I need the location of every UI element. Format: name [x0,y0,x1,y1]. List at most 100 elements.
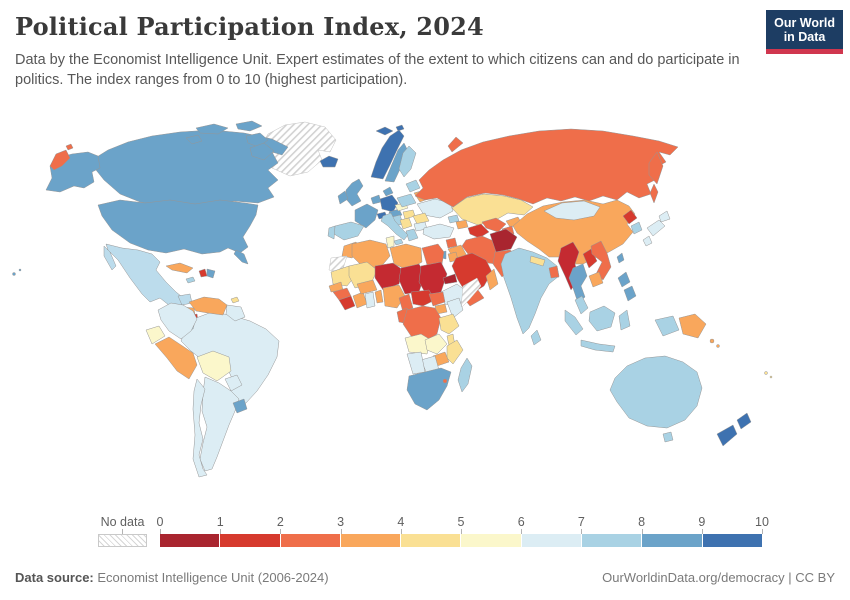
map-region-argentina[interactable] [199,376,240,472]
map-region-taiwan[interactable] [616,252,625,264]
map-region-australia[interactable] [609,355,703,443]
map-region-turkmenistan[interactable] [467,223,490,239]
map-region-chile[interactable] [192,378,208,478]
map-region-eritrea[interactable] [442,273,458,285]
legend-bin [400,534,461,547]
map-region-algeria[interactable] [351,239,391,269]
map-region-ecuador[interactable] [145,325,166,345]
map-region-baltics[interactable] [405,179,421,193]
legend-bin [641,534,702,547]
legend-tick-mark [581,529,583,534]
map-region-canada[interactable] [91,120,289,207]
map-region-oman[interactable] [485,268,499,291]
map-region-bangladesh[interactable] [548,265,560,279]
map-region-dominican-republic[interactable] [206,268,216,279]
map-region-russia[interactable] [49,128,679,208]
map-region-japan[interactable] [642,210,671,247]
map-region-poland[interactable] [396,193,417,208]
map-region-mozambique[interactable] [446,339,464,365]
map-region-drc[interactable] [402,305,442,343]
map-region-eswatini[interactable] [442,378,448,384]
map-region-burkina-faso[interactable] [356,279,378,295]
map-region-mexico[interactable] [103,243,193,309]
map-region-cuba[interactable] [165,262,194,274]
map-region-denmark[interactable] [382,186,394,197]
owid-logo-line1: Our World [774,16,835,30]
map-region-uzbekistan[interactable] [481,217,507,233]
map-region-united-kingdom[interactable] [345,178,364,207]
map-region-south-korea[interactable] [630,221,643,235]
map-region-cambodia[interactable] [588,271,604,288]
map-region-solomon-islands[interactable] [709,338,720,348]
map-region-nepal[interactable] [529,255,546,267]
map-region-iceland[interactable] [319,155,339,168]
map-region-netherlands[interactable] [370,194,382,205]
map-region-niger[interactable] [374,262,404,291]
data-source-label: Data source: [15,570,94,585]
map-region-new-zealand[interactable] [716,412,752,447]
map-region-papua-new-guinea[interactable] [678,313,707,339]
map-region-jamaica[interactable] [185,276,196,284]
chart-footer: Data source: Economist Intelligence Unit… [15,570,835,585]
map-region-philippines[interactable] [617,271,637,302]
map-region-thailand[interactable] [568,263,588,304]
map-region-germany[interactable] [379,194,399,213]
map-region-france[interactable] [354,203,379,229]
map-region-fiji[interactable] [764,371,773,379]
map-region-cameroon[interactable] [398,293,414,313]
map-region-namibia[interactable] [406,351,426,375]
legend-tick-mark [280,529,282,534]
world-choropleth-map [12,120,773,478]
map-region-venezuela[interactable] [188,296,228,316]
legend-bin [279,534,340,547]
map-region-norway[interactable] [370,124,405,180]
map-region-serbia[interactable] [399,217,413,230]
map-region-malaysia[interactable] [574,295,589,315]
map-region-hungary[interactable] [402,209,416,220]
map-region-kazakhstan[interactable] [451,193,534,226]
map-region-sierra-leone[interactable] [338,295,356,311]
map-region-sweden[interactable] [384,142,409,183]
map-region-indonesia[interactable] [564,305,680,353]
map-region-bolivia[interactable] [196,350,232,382]
map-region-peru[interactable] [154,336,198,380]
map-region-haiti[interactable] [198,268,208,278]
map-region-madagascar[interactable] [457,357,473,393]
map-region-tunisia[interactable] [385,235,395,249]
map-region-uruguay[interactable] [232,398,248,414]
map-region-trinidad[interactable] [230,296,240,304]
map-region-south-africa[interactable] [406,367,452,411]
map-region-laos[interactable] [582,248,598,269]
map-region-romania[interactable] [412,212,430,225]
map-region-colombia[interactable] [157,302,198,340]
map-region-sri-lanka[interactable] [530,329,542,346]
map-region-togo-benin[interactable] [374,289,384,304]
map-region-india[interactable] [500,247,560,335]
map-region-paraguay[interactable] [224,374,243,392]
map-region-guyanas[interactable] [225,304,246,322]
map-region-zambia[interactable] [424,333,448,355]
map-region-vietnam[interactable] [590,240,612,281]
map-region-afghanistan[interactable] [489,228,518,253]
map-region-south-sudan[interactable] [428,291,446,307]
map-region-kenya[interactable] [446,297,464,319]
map-region-mongolia[interactable] [543,200,601,221]
map-region-saudi-arabia[interactable] [451,252,493,297]
owid-logo[interactable]: Our World in Data [766,10,843,54]
map-region-tanzania[interactable] [438,313,460,335]
map-region-finland[interactable] [398,145,417,178]
legend-tick-mark [400,529,402,534]
map-region-ireland[interactable] [337,190,349,205]
legend-bin [460,534,521,547]
map-region-azerbaijan[interactable] [455,219,469,230]
map-region-spain[interactable] [333,221,365,241]
map-region-georgia[interactable] [447,214,460,224]
map-region-ghana[interactable] [364,291,376,309]
owid-credit-link[interactable]: OurWorldinData.org/democracy | CC BY [602,570,835,585]
map-region-portugal[interactable] [327,225,336,240]
legend-tick-label: 1 [216,515,224,529]
map-region-north-korea[interactable] [622,209,638,225]
map-region-turkey[interactable] [422,223,455,240]
map-region-greece[interactable] [405,228,419,242]
map-region-italy[interactable] [380,212,409,246]
